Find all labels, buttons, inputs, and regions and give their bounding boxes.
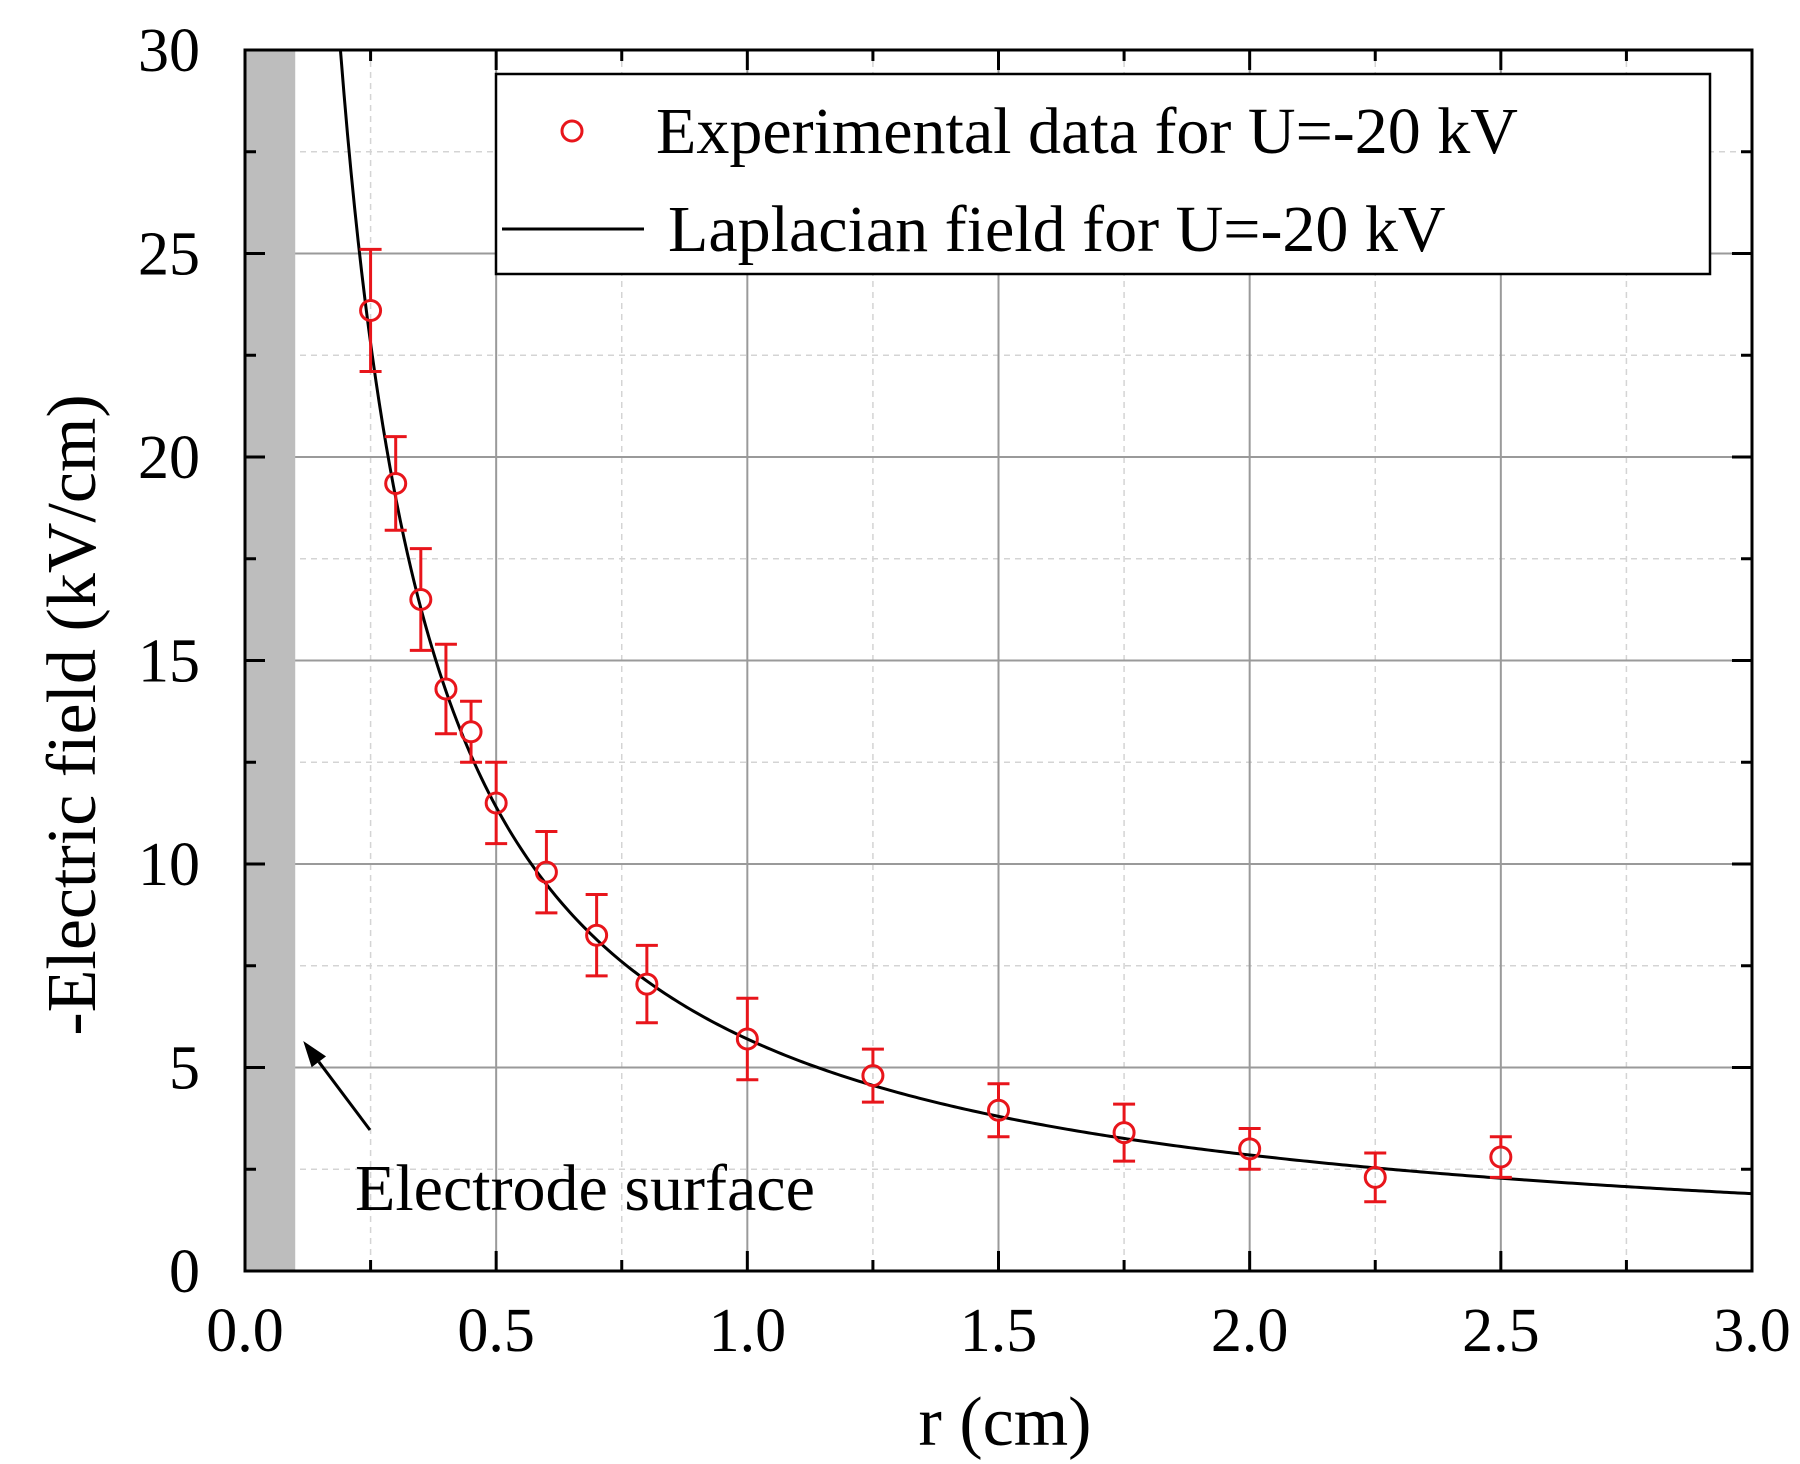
- electrode-annotation: Electrode surface: [303, 1041, 815, 1225]
- data-point: [987, 1098, 1010, 1122]
- data-point: [534, 860, 558, 884]
- annotation-label: Electrode surface: [355, 1152, 815, 1225]
- y-tick-label: 20: [138, 424, 200, 492]
- laplacian-field-line: [338, 49, 1753, 1196]
- y-tick-label: 0: [169, 1238, 200, 1306]
- x-tick-label: 2.5: [1462, 1297, 1540, 1365]
- data-point: [1112, 1121, 1136, 1145]
- x-tick-label: 3.0: [1713, 1297, 1791, 1365]
- data-point: [1489, 1145, 1513, 1169]
- annotation-arrow-line: [317, 1060, 372, 1131]
- data-point: [1363, 1165, 1387, 1189]
- x-tick-label: 1.0: [709, 1297, 787, 1365]
- data-point: [635, 972, 659, 996]
- x-tick-label: 0.0: [206, 1297, 284, 1365]
- legend-label-laplacian: Laplacian field for U=-20 kV: [668, 193, 1446, 266]
- experimental-data-points: [359, 247, 1513, 1204]
- legend-label-experimental: Experimental data for U=-20 kV: [656, 95, 1518, 168]
- data-point: [409, 587, 433, 611]
- legend-box: [494, 72, 1712, 276]
- x-axis-title: r (cm): [919, 1384, 1092, 1461]
- tick-labels: 0.0 0.5 1.0 1.5 2.0 2.5 3.0 0 5 10 15 20 25 30: [138, 17, 1791, 1365]
- x-tick-label: 2.0: [1211, 1297, 1289, 1365]
- data-point: [861, 1064, 885, 1088]
- legend: Experimental data for U=-20 kV Laplacian…: [494, 72, 1712, 276]
- data-point: [735, 1027, 759, 1051]
- data-point: [484, 791, 508, 815]
- y-axis-title: -Electric field (kV/cm): [34, 394, 111, 1035]
- y-tick-label: 25: [138, 221, 200, 289]
- legend-marker-experimental: [560, 119, 584, 143]
- y-tick-label: 15: [138, 628, 200, 696]
- data-point: [585, 923, 609, 947]
- annotation-arrow-head: [303, 1041, 327, 1068]
- y-tick-label: 10: [138, 831, 200, 899]
- data-point: [459, 720, 483, 744]
- plot-frame: [243, 48, 1754, 1273]
- data-point: [434, 677, 458, 701]
- y-tick-label: 5: [169, 1035, 200, 1103]
- data-point: [384, 471, 408, 495]
- data-point: [1238, 1137, 1262, 1161]
- y-tick-label: 30: [138, 17, 200, 85]
- data-point: [359, 298, 383, 322]
- x-tick-label: 0.5: [457, 1297, 535, 1365]
- x-tick-label: 1.5: [960, 1297, 1038, 1365]
